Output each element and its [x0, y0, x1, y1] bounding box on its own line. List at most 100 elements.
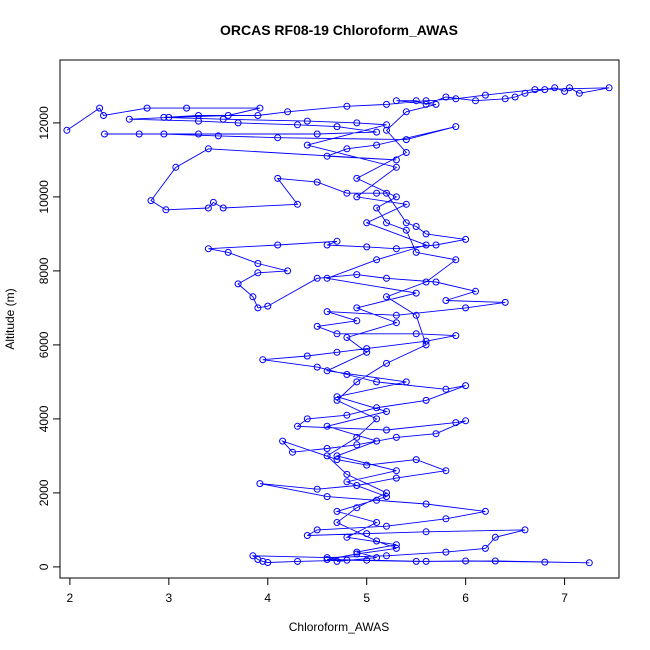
data-point [521, 526, 529, 534]
data-point [195, 130, 202, 138]
data-point [313, 178, 321, 186]
data-point [402, 219, 410, 227]
data-point [462, 304, 470, 312]
data-point [373, 537, 381, 545]
data-point [402, 136, 410, 144]
data-point [363, 243, 371, 251]
data-point [353, 378, 361, 386]
data-point [402, 378, 410, 386]
data-point [353, 504, 361, 512]
data-point [323, 452, 331, 460]
data-point [303, 352, 311, 360]
data-point [585, 559, 593, 567]
data-point [274, 134, 282, 142]
data-point [254, 304, 262, 312]
data-point [412, 456, 420, 464]
data-point [392, 433, 400, 441]
data-point [259, 356, 267, 364]
data-point [392, 467, 400, 475]
data-point [343, 411, 351, 419]
data-point [254, 260, 262, 267]
data-point [442, 93, 450, 101]
data-point [313, 274, 321, 282]
data-point [363, 461, 371, 469]
data-point [323, 241, 331, 249]
data-point [531, 86, 539, 94]
data-point [605, 84, 613, 92]
data-point [412, 223, 420, 230]
data-point [353, 304, 361, 312]
data-point [333, 330, 341, 338]
data-point [274, 174, 282, 182]
data-point [249, 552, 257, 560]
data-point [289, 448, 296, 456]
data-point [256, 480, 264, 488]
data-point [323, 274, 331, 282]
data-point [402, 108, 410, 116]
data-point [402, 200, 410, 208]
data-point [412, 289, 420, 297]
data-point [313, 485, 321, 493]
data-point [422, 557, 430, 565]
data-point [566, 84, 573, 92]
data-point [353, 317, 361, 325]
data-point [442, 385, 450, 393]
data-point [165, 113, 173, 121]
data-point [343, 334, 351, 341]
data-point [219, 204, 227, 212]
data-point [462, 235, 470, 243]
data-point [101, 130, 108, 138]
data-point [343, 102, 351, 110]
data-point [383, 489, 390, 497]
data-point [373, 141, 381, 149]
data-point [422, 500, 430, 508]
data-point [392, 544, 400, 552]
data-point [383, 426, 390, 434]
chart-title: ORCAS RF08-19 Chloroform_AWAS [220, 22, 458, 38]
data-point [452, 123, 460, 131]
data-point [575, 89, 583, 97]
data-point [511, 93, 519, 101]
x-tick-label: 5 [363, 591, 370, 605]
data-point [363, 219, 371, 227]
data-point [249, 293, 257, 301]
data-point [214, 132, 222, 140]
data-point [442, 467, 450, 475]
data-point [373, 204, 381, 212]
data-point [172, 163, 180, 171]
data-point [442, 548, 450, 556]
data-point [383, 189, 390, 197]
data-point [313, 363, 321, 371]
data-point [353, 193, 361, 201]
data-point [135, 130, 143, 138]
data-point [541, 558, 549, 566]
data-point [284, 267, 292, 275]
data-point [422, 97, 430, 105]
data-point [254, 112, 262, 119]
data-point [383, 274, 390, 282]
data-point [353, 441, 361, 449]
x-axis-label: Chloroform_AWAS [289, 620, 389, 634]
data-point [373, 496, 381, 504]
data-point [343, 371, 351, 378]
data-point [343, 478, 351, 486]
data-point [303, 415, 311, 423]
data-point [462, 382, 470, 390]
data-point [279, 437, 287, 445]
data-point [422, 100, 430, 108]
data-point [333, 456, 341, 464]
data-point [422, 241, 430, 249]
data-point [353, 119, 361, 127]
data-point [224, 112, 232, 119]
data-point [491, 557, 499, 565]
data-point [373, 189, 381, 197]
data-point [343, 556, 351, 564]
y-axis: 0 2000 4000 6000 8000 10000 12000 [37, 106, 61, 570]
data-point [264, 559, 272, 566]
data-point [521, 89, 529, 97]
data-point [353, 433, 361, 441]
data-point [383, 121, 390, 129]
data-point [452, 256, 460, 264]
data-point [402, 149, 410, 156]
data-point [363, 556, 371, 564]
